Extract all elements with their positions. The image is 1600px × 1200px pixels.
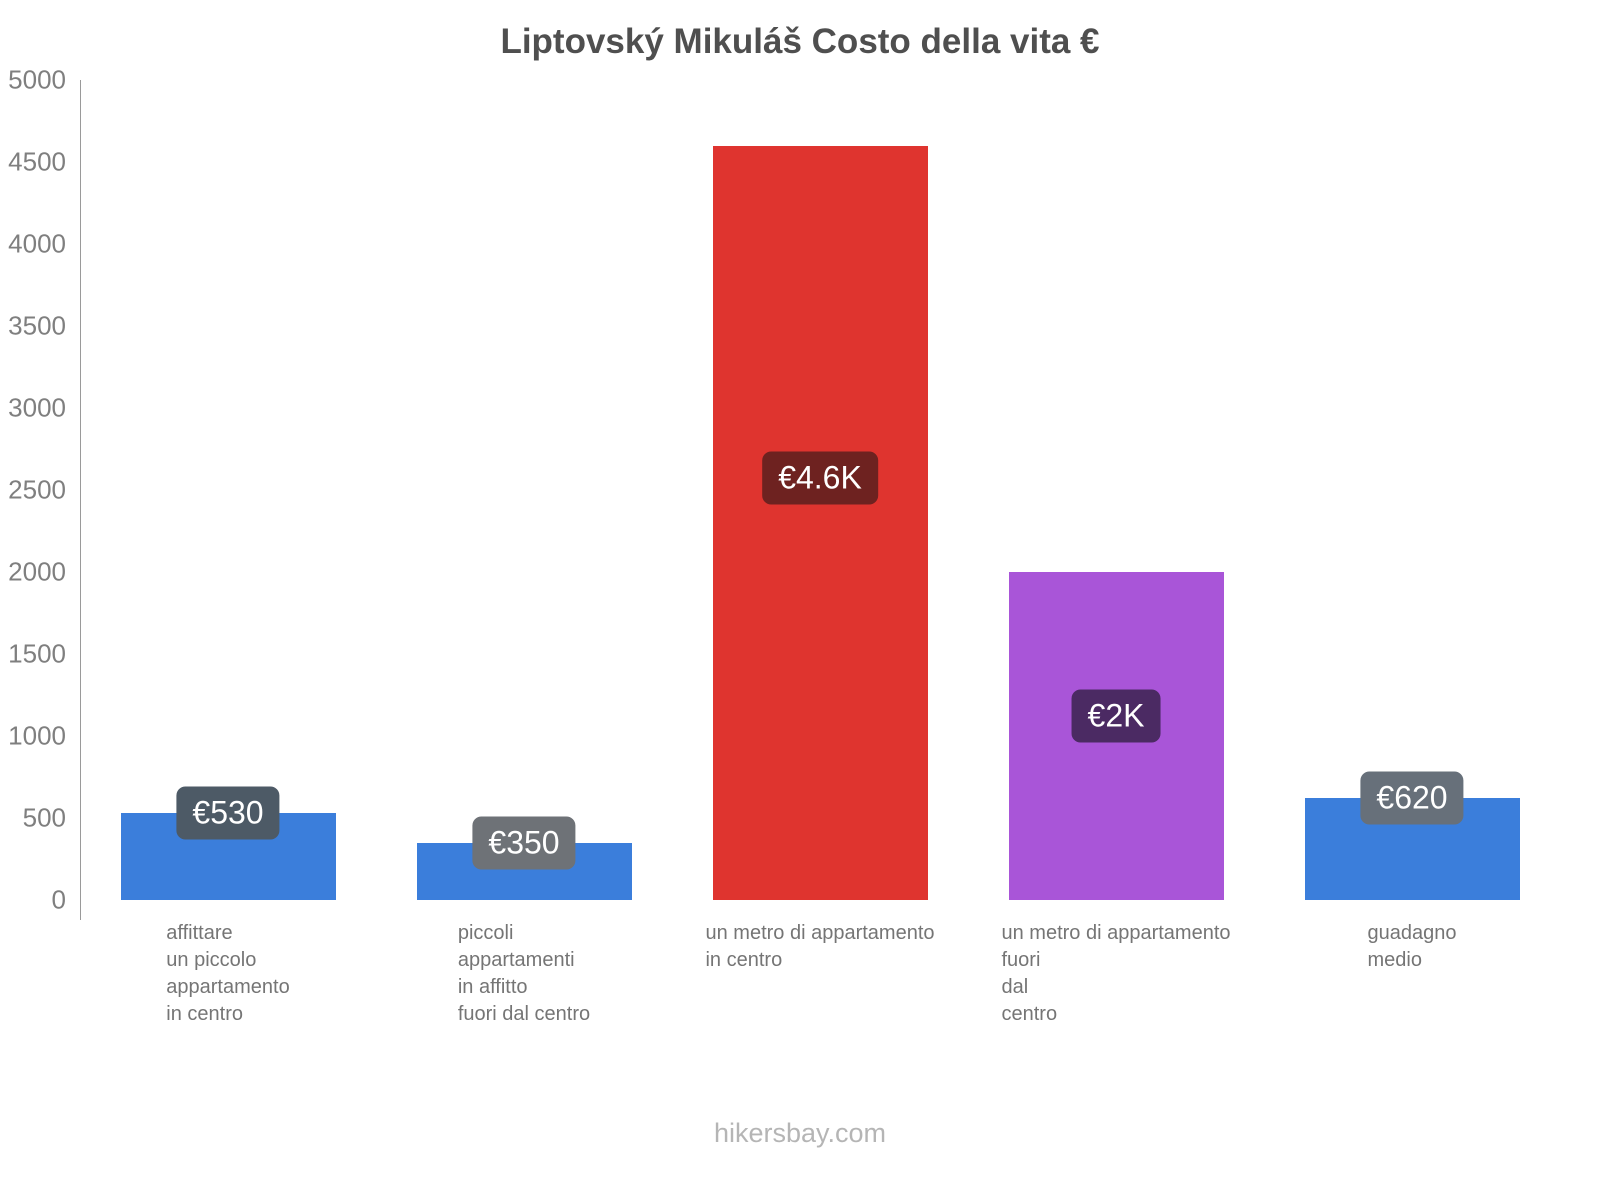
bar-value-label: €4.6K (762, 451, 878, 505)
bar-2[interactable] (712, 145, 928, 900)
bar-value-label: €530 (176, 786, 280, 840)
y-tick-label: 2000 (8, 556, 66, 587)
chart-title: Liptovský Mikuláš Costo della vita € (500, 22, 1100, 61)
category-label: un metro di appartamento in centro (705, 922, 935, 971)
y-tick-label: 1000 (8, 720, 66, 751)
category-label: piccoli appartamenti in affitto fuori dal c… (457, 922, 591, 1025)
y-tick-label: 4500 (8, 146, 66, 177)
bar-value-label: €350 (472, 816, 576, 870)
y-tick-label: 5000 (8, 64, 66, 95)
y-tick-label: 500 (22, 802, 66, 833)
y-tick-label: 3000 (8, 392, 66, 423)
category-label: un metro di appartamento fuori dal centro (1001, 922, 1231, 1025)
bar-value-label: €2K (1071, 689, 1161, 743)
y-axis-line (80, 80, 81, 920)
category-label: affittare un piccolo appartamento in centro (166, 922, 290, 1025)
y-tick-label: 4000 (8, 228, 66, 259)
y-tick-label: 0 (51, 884, 66, 915)
y-tick-label: 1500 (8, 638, 66, 669)
category-label: guadagno medio (1367, 922, 1457, 971)
bar-value-label: €620 (1360, 771, 1464, 825)
y-tick-label: 2500 (8, 474, 66, 505)
y-tick-label: 3500 (8, 310, 66, 341)
watermark-text: hikersbay.com (713, 1118, 887, 1148)
